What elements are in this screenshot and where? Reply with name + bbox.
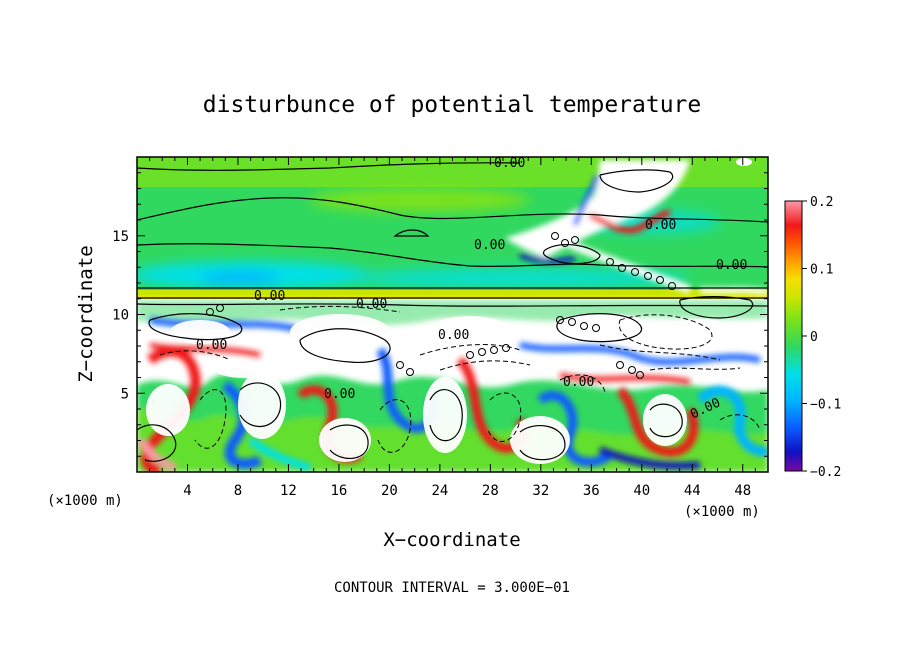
x-tick-label: 16 (330, 483, 347, 499)
contour-label: 0.00 (645, 218, 676, 233)
colorbar-ticks: 0.2 0.1 0 −0.1 −0.2 (802, 195, 841, 480)
contour-label: 0.00 (563, 375, 594, 390)
dashed-contours (159, 305, 761, 453)
colorbar-tick-label: 0.2 (810, 195, 833, 210)
x-unit-left: (×1000 m) (47, 493, 123, 509)
x-tick-label: 28 (482, 483, 499, 499)
contour-label: 0.00 (324, 387, 355, 402)
contour-label: 0.00 (196, 338, 227, 353)
contour-label: 0.00 (356, 297, 387, 312)
chart-title: disturbunce of potential temperature (203, 92, 702, 118)
x-tick-label: 44 (684, 483, 701, 499)
x-axis-ticks: 4 8 12 16 20 24 28 32 36 40 44 48 (136, 157, 769, 499)
heatmap-field (137, 157, 768, 472)
contour-label: 0.00 (438, 328, 469, 343)
colorbar-tick-label: 0.1 (810, 263, 833, 278)
colorbar-tick-label: 0 (810, 330, 818, 345)
contour-label: 0.00 (254, 289, 285, 304)
y-axis-label: Z−coordinate (75, 245, 97, 382)
colorbar-tick-label: −0.1 (810, 398, 841, 413)
x-tick-label: 36 (583, 483, 600, 499)
x-tick-label: 4 (183, 483, 191, 499)
y-tick-label: 10 (112, 308, 129, 324)
x-tick-label: 48 (734, 483, 751, 499)
y-tick-label: 5 (121, 386, 129, 402)
colorbar-tick-label: −0.2 (810, 465, 841, 480)
x-tick-label: 12 (280, 483, 297, 499)
contour-label-group: 0.00 0.00 0.00 0.00 0.00 0.00 0.00 0.00 … (196, 156, 747, 422)
contour-label: 0.00 (494, 156, 525, 171)
x-tick-label: 20 (381, 483, 398, 499)
x-tick-label: 40 (633, 483, 650, 499)
y-axis-ticks: 5 10 15 (112, 156, 768, 473)
contour-label: 0.00 (474, 238, 505, 253)
x-tick-label: 32 (532, 483, 549, 499)
y-tick-label: 15 (112, 229, 129, 245)
contour-markers (206, 232, 676, 379)
colorbar (784, 200, 803, 472)
contour-label: 0.00 (716, 258, 747, 273)
contour-lines (137, 162, 768, 462)
x-axis-label: X−coordinate (383, 529, 520, 551)
x-unit-right: (×1000 m) (684, 504, 760, 520)
x-tick-label: 24 (431, 483, 448, 499)
x-tick-label: 8 (234, 483, 242, 499)
contour-interval-note: CONTOUR INTERVAL = 3.000E−01 (334, 580, 570, 596)
